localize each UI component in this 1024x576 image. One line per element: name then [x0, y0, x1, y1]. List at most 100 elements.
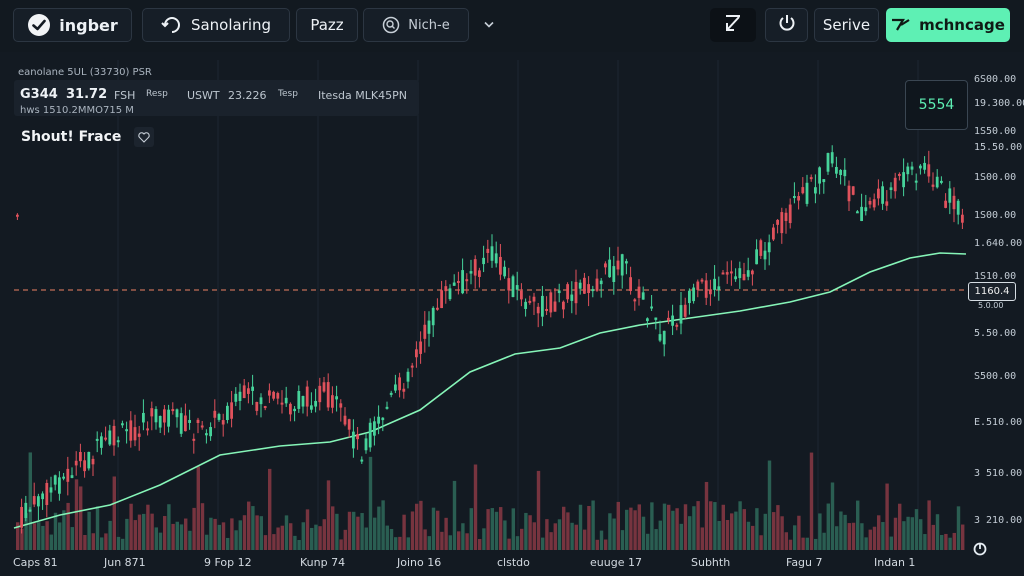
volume-bar — [28, 452, 32, 550]
volume-bar — [318, 526, 322, 550]
settings-icon[interactable] — [972, 541, 990, 559]
volume-bar — [847, 523, 851, 550]
candle — [356, 434, 359, 440]
volume-bar — [100, 537, 104, 550]
candle — [385, 406, 389, 409]
volume-bar — [826, 503, 830, 550]
volume-bar — [478, 539, 482, 550]
candle — [893, 177, 897, 192]
volume-bar — [205, 534, 209, 550]
volume-bar — [503, 520, 507, 550]
candle — [730, 271, 733, 274]
volume-bar — [851, 522, 856, 550]
candle — [763, 250, 767, 260]
volume-bar — [129, 503, 133, 550]
tab-sanolaring-label: Sanolaring — [190, 16, 272, 34]
volume-bar — [37, 522, 41, 550]
candle — [402, 388, 406, 392]
search-dropdown[interactable]: Nich-e — [363, 8, 469, 42]
volume-bar — [385, 525, 389, 550]
candle — [66, 468, 70, 482]
action-button[interactable]: mchncage — [886, 8, 1010, 42]
volume-bar — [494, 511, 499, 550]
heart-icon[interactable] — [134, 127, 154, 147]
candle — [507, 278, 511, 291]
serive-button[interactable]: Serive — [814, 8, 879, 42]
candle — [79, 451, 82, 462]
volume-bar — [444, 517, 448, 550]
price: 31.72 — [66, 87, 108, 102]
tab-sanolaring[interactable]: Sanolaring — [142, 8, 290, 42]
volume-bar — [24, 513, 28, 550]
volume-bar — [641, 516, 646, 550]
volume-bar — [293, 535, 297, 550]
candle — [809, 177, 813, 180]
volume-bar — [570, 522, 574, 550]
candle — [125, 429, 128, 432]
volume-bar — [457, 531, 461, 550]
volume-bar — [452, 480, 457, 550]
candle — [940, 180, 943, 183]
candle — [587, 284, 590, 293]
candle — [163, 409, 166, 423]
volume-bar — [95, 506, 100, 550]
candle — [620, 254, 624, 276]
candle — [847, 185, 851, 202]
candle — [574, 281, 578, 304]
volume-bar — [507, 538, 511, 550]
candle — [541, 295, 544, 317]
candle — [759, 240, 763, 256]
candle — [952, 195, 956, 210]
volume-bar — [868, 529, 872, 550]
volume-bar — [335, 513, 339, 550]
volume-bar — [696, 501, 700, 550]
volume-bar — [608, 513, 612, 550]
volume-bar — [221, 522, 226, 550]
volume-bar — [742, 509, 746, 550]
candle — [717, 286, 721, 291]
candle — [209, 427, 212, 437]
volume-bar — [646, 533, 650, 550]
candle — [335, 396, 338, 400]
volume-bar — [919, 519, 923, 550]
logo-button[interactable]: ingber — [13, 8, 132, 42]
candle — [872, 199, 876, 208]
power-button[interactable] — [765, 8, 808, 42]
volume-bar — [709, 501, 713, 550]
candle — [515, 285, 519, 290]
chevron-down-icon[interactable] — [482, 15, 496, 35]
volume-bar — [532, 522, 536, 550]
volume-bar — [952, 532, 956, 550]
candle — [461, 270, 464, 294]
volume-bar — [305, 509, 310, 550]
candle — [364, 438, 368, 451]
volume-bar — [184, 518, 188, 550]
candle — [326, 382, 330, 408]
candle — [478, 270, 481, 277]
volume-bar — [755, 508, 759, 550]
draw-tool-button[interactable] — [710, 8, 756, 42]
candle — [133, 427, 137, 441]
candle — [310, 405, 313, 410]
volume-bar — [133, 520, 137, 550]
candle — [255, 401, 259, 411]
candle — [482, 257, 485, 265]
candle — [562, 301, 565, 310]
volume-bar — [511, 508, 515, 550]
tab-pazz[interactable]: Pazz — [296, 8, 358, 42]
candle — [679, 305, 683, 324]
volume-bar — [415, 503, 419, 550]
volume-bar — [263, 535, 268, 550]
volume-bar — [373, 517, 377, 550]
volume-bar — [158, 532, 163, 550]
candle — [625, 261, 628, 264]
candle — [898, 173, 901, 176]
candle — [612, 266, 616, 283]
candle — [793, 196, 796, 199]
candle — [549, 292, 553, 313]
volume-bar — [927, 500, 931, 550]
candle — [415, 349, 418, 358]
candle — [53, 475, 57, 485]
search-label: Nich-e — [408, 17, 450, 33]
